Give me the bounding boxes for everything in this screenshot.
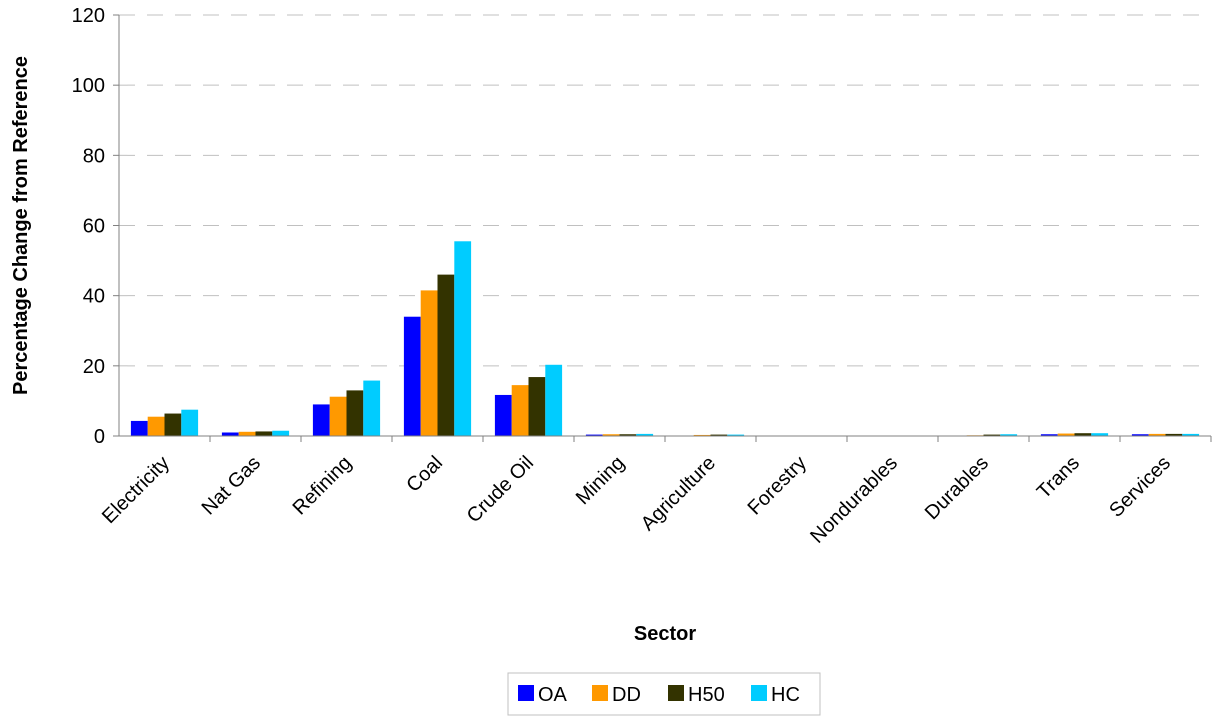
bar-dd-agriculture: [693, 434, 711, 436]
legend-box: [507, 672, 821, 716]
bar-oa-services: [1131, 434, 1149, 436]
bar-hc-refining: [363, 380, 381, 436]
legend-label-oa: OA: [538, 684, 568, 706]
bar-h50-agriculture: [710, 434, 728, 436]
y-tick-label: 120: [72, 5, 105, 27]
bar-oa-crude-oil: [494, 394, 512, 436]
bar-h50-refining: [346, 390, 364, 436]
bar-h50-nat-gas: [255, 431, 273, 436]
x-tick-label: Trans: [1033, 452, 1084, 503]
bar-oa-nat-gas: [221, 432, 239, 436]
y-axis-title: Percentage Change from Reference: [10, 56, 32, 395]
bar-dd-mining: [602, 434, 620, 436]
bar-hc-services: [1182, 433, 1200, 436]
x-tick-label: Electricity: [98, 452, 174, 528]
x-tick-label: Crude Oil: [463, 452, 538, 527]
bar-hc-trans: [1091, 433, 1109, 436]
bar-hc-crude-oil: [545, 364, 563, 436]
x-tick-label: Agriculture: [637, 452, 720, 535]
x-tick-label: Nondurables: [806, 452, 902, 548]
legend-swatch-oa: [518, 685, 534, 701]
bar-dd-nat-gas: [238, 431, 256, 436]
gridlines: [119, 14, 1211, 367]
bar-dd-electricity: [147, 416, 165, 436]
legend-label-h50: H50: [688, 684, 725, 706]
bar-hc-nat-gas: [272, 430, 290, 436]
legend-swatch-hc: [751, 685, 767, 701]
bar-oa-trans: [1040, 434, 1058, 436]
bar-hc-mining: [636, 433, 654, 436]
legend-label-hc: HC: [771, 684, 800, 706]
bar-h50-durables: [983, 434, 1001, 436]
bar-dd-trans: [1057, 433, 1075, 436]
bar-oa-mining: [585, 434, 603, 436]
bar-oa-refining: [312, 404, 330, 436]
x-tick-label: Services: [1105, 452, 1175, 522]
bar-h50-services: [1165, 433, 1183, 436]
y-tick-label: 100: [72, 75, 105, 97]
bar-hc-agriculture: [727, 434, 745, 436]
bar-h50-trans: [1074, 433, 1092, 436]
bar-h50-coal: [437, 274, 455, 436]
bar-oa-electricity: [130, 420, 148, 436]
bar-oa-coal: [403, 316, 421, 436]
bar-h50-crude-oil: [528, 377, 546, 436]
bar-dd-coal: [420, 290, 438, 436]
y-tick-label: 60: [83, 216, 105, 238]
bar-h50-mining: [619, 434, 637, 436]
x-tick-label: Mining: [572, 452, 629, 509]
y-tick-label: 20: [83, 356, 105, 378]
bar-h50-electricity: [164, 413, 182, 436]
bar-hc-electricity: [181, 409, 199, 436]
legend-swatch-dd: [592, 685, 608, 701]
y-tick-labels: 0 20 40 60 80 100 120: [72, 5, 105, 448]
bar-dd-crude-oil: [511, 385, 529, 436]
legend-label-dd: DD: [612, 684, 641, 706]
x-tick-label: Durables: [921, 452, 993, 524]
x-tick-label: Coal: [402, 452, 447, 497]
axes: [113, 14, 1212, 442]
y-tick-label: 0: [94, 426, 105, 448]
x-axis-title: Sector: [634, 623, 696, 645]
y-tick-label: 80: [83, 145, 105, 167]
y-tick-label: 40: [83, 286, 105, 308]
x-tick-label: Nat Gas: [198, 452, 265, 519]
x-tick-label: Refining: [289, 452, 356, 519]
bar-hc-durables: [1000, 434, 1018, 436]
legend-swatch-h50: [668, 685, 684, 701]
bar-hc-coal: [454, 241, 472, 436]
legend: OA DD H50 HC: [507, 672, 821, 716]
bar-dd-services: [1148, 433, 1166, 436]
bar-dd-refining: [329, 396, 347, 436]
bars: [130, 241, 1200, 436]
x-tick-labels: Electricity Nat Gas Refining Coal Crude Oil M…: [98, 452, 1175, 548]
x-tick-label: Forestry: [744, 452, 811, 519]
